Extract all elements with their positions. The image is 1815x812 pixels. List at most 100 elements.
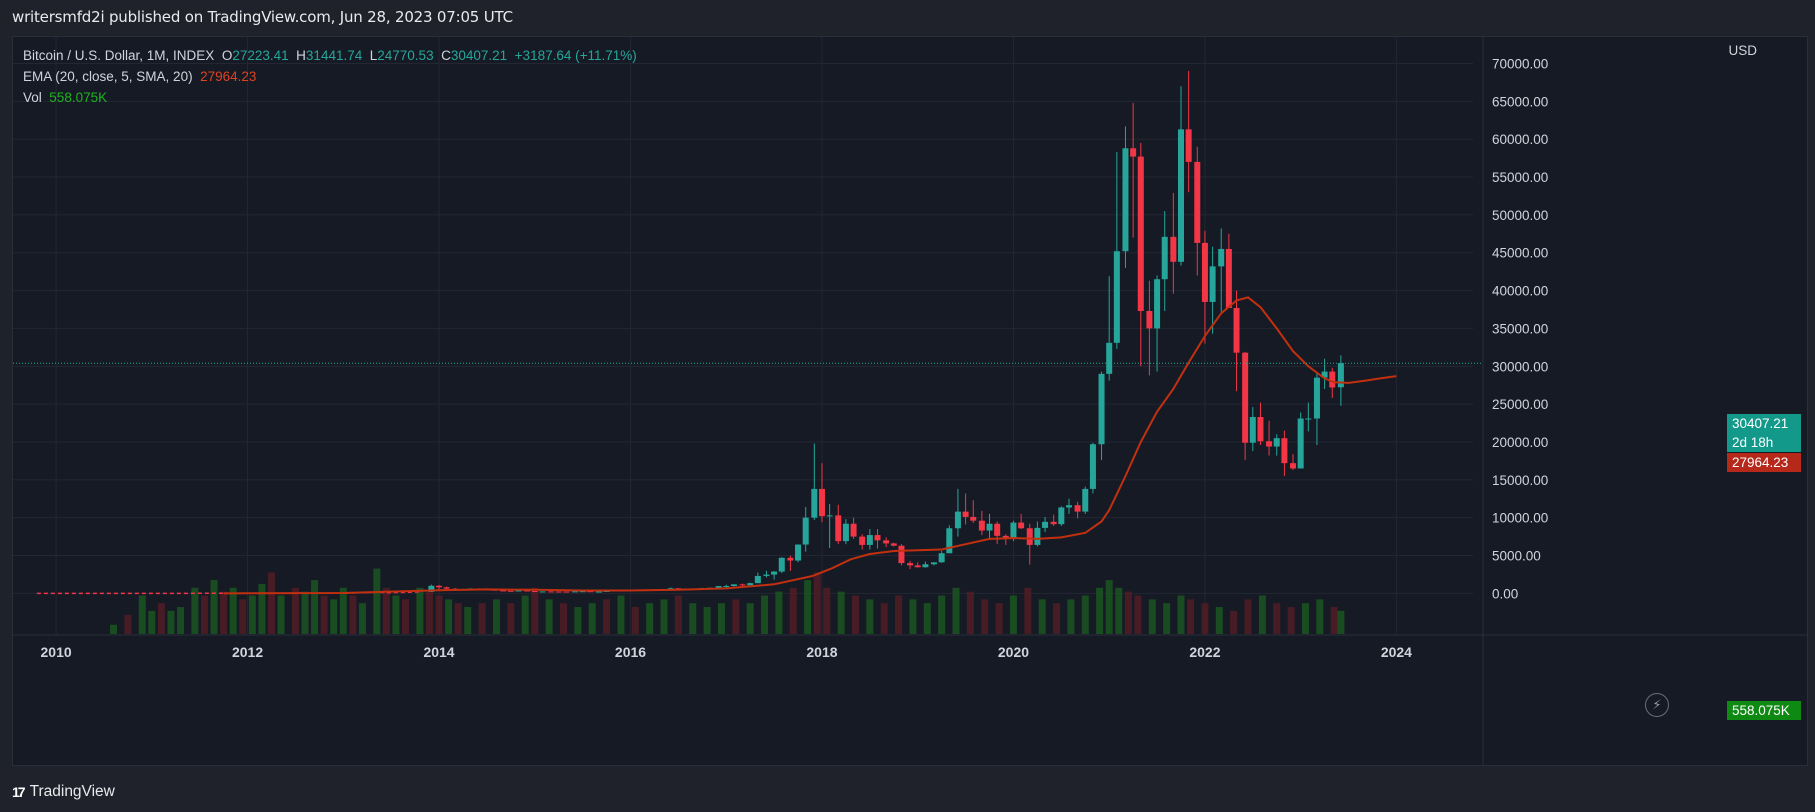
candle-body: [1201, 242, 1208, 302]
candle-body: [667, 588, 674, 590]
volume-bar: [464, 607, 472, 634]
volume-bar: [689, 603, 697, 634]
volume-bar: [1258, 595, 1266, 634]
high-value: 31441.74: [305, 48, 363, 63]
volume-bar: [660, 599, 668, 634]
volume-bar: [177, 607, 185, 634]
candle-body: [771, 571, 778, 575]
volume-bar: [1038, 599, 1046, 634]
volume-bar: [200, 595, 208, 634]
x-tick-label: 2010: [41, 644, 72, 660]
vol-legend-row[interactable]: Vol 558.075K: [23, 87, 637, 108]
symbol-name[interactable]: Bitcoin / U.S. Dollar, 1M, INDEX: [23, 48, 215, 63]
volume-bar: [588, 603, 596, 634]
volume-bar: [1177, 595, 1185, 634]
y-tick-label: 25000.00: [1492, 397, 1548, 412]
publisher-line: writersmfd2i published on TradingView.co…: [12, 8, 513, 26]
volume-bar: [445, 599, 453, 634]
volume-bar: [966, 591, 974, 634]
x-tick-label: 2024: [1381, 644, 1412, 660]
volume-bar: [1053, 603, 1061, 634]
candle-body: [922, 564, 929, 568]
candle-body: [587, 591, 594, 593]
volume-bar: [804, 580, 812, 634]
volume-bar: [1316, 599, 1324, 634]
y-tick-label: 45000.00: [1492, 246, 1548, 261]
tradingview-logo-icon: 17: [12, 784, 26, 800]
candle-body: [1018, 522, 1025, 529]
volume-bar: [138, 595, 146, 634]
volume-bar: [1301, 603, 1309, 634]
volume-bar: [358, 603, 366, 634]
candle-body: [946, 528, 953, 554]
candle-body: [747, 583, 754, 586]
change-value: +3187.64 (+11.71%): [514, 48, 637, 63]
candle-body: [826, 515, 833, 517]
candle-body: [1337, 363, 1344, 388]
lightning-icon[interactable]: ⚡: [1645, 693, 1669, 717]
candle-body: [1313, 377, 1320, 419]
candle-body: [1137, 156, 1144, 312]
volume-bar: [1134, 595, 1142, 634]
volume-bar: [909, 599, 917, 634]
chart-pane[interactable]: 0.00 5000.00 10000.00 15000.00 20000.00 25000…: [12, 36, 1808, 766]
volume-bar: [229, 587, 237, 634]
candle-body: [443, 587, 450, 589]
candle-body: [1026, 528, 1033, 545]
candle-body: [1161, 236, 1168, 280]
y-tick-label: 40000.00: [1492, 284, 1548, 299]
candle-body: [1082, 488, 1089, 512]
volume-bar: [1009, 595, 1017, 634]
volume-bar: [775, 591, 783, 634]
last-price-value: 30407.21: [1732, 416, 1789, 431]
y-tick-label: 70000.00: [1492, 56, 1548, 71]
currency-label[interactable]: USD: [1728, 43, 1757, 58]
volume-bar: [631, 607, 639, 634]
y-tick-label: 20000.00: [1492, 435, 1548, 450]
y-tick-label: 30000.00: [1492, 359, 1548, 374]
candle-body: [778, 557, 785, 572]
volume-bar: [1230, 610, 1238, 634]
candle-body: [1225, 248, 1232, 308]
candle-body: [1002, 535, 1009, 539]
brand-footer[interactable]: 17 TradingView: [12, 781, 115, 803]
candle-body: [1074, 505, 1081, 512]
candle-body: [962, 511, 969, 517]
candle-body: [1321, 371, 1328, 378]
volume-bar: [981, 599, 989, 634]
volume-bar: [1024, 587, 1032, 634]
ema-label[interactable]: EMA (20, close, 5, SMA, 20): [23, 69, 193, 84]
volume-bar: [1124, 591, 1132, 634]
volume-bar: [148, 610, 156, 634]
candle-body: [1266, 441, 1273, 447]
candle-body: [930, 562, 937, 565]
volume-bar: [674, 595, 682, 634]
low-value: 24770.53: [377, 48, 434, 63]
candle-body: [571, 591, 578, 593]
price-chart[interactable]: 0.00 5000.00 10000.00 15000.00 20000.00 25000…: [13, 37, 1807, 765]
ema-legend-row[interactable]: EMA (20, close, 5, SMA, 20) 27964.23: [23, 66, 637, 87]
ema-value: 27964.23: [200, 69, 257, 84]
volume-bar: [531, 587, 539, 634]
volume-bar: [301, 591, 309, 634]
volume-bar: [110, 624, 118, 634]
vol-label[interactable]: Vol: [23, 90, 42, 105]
volume-bar: [167, 610, 175, 634]
candle-body: [890, 543, 897, 546]
volume-bar: [1187, 599, 1195, 634]
symbol-legend-row[interactable]: Bitcoin / U.S. Dollar, 1M, INDEX O27223.…: [23, 45, 637, 66]
candle-body: [515, 590, 522, 592]
candle-body: [842, 523, 849, 542]
x-tick-label: 2016: [615, 644, 646, 660]
candle-body: [866, 535, 873, 545]
volume-bar: [1337, 610, 1345, 634]
volume-bar: [789, 587, 797, 634]
volume-bar: [1105, 580, 1113, 634]
x-tick-label: 2018: [806, 644, 837, 660]
volume-bar: [1081, 595, 1089, 634]
x-tick-label: 2014: [423, 644, 454, 660]
candle-body: [507, 590, 514, 592]
volume-bar: [1163, 603, 1171, 634]
candle-body: [1106, 342, 1113, 374]
volume-bar: [545, 599, 553, 634]
